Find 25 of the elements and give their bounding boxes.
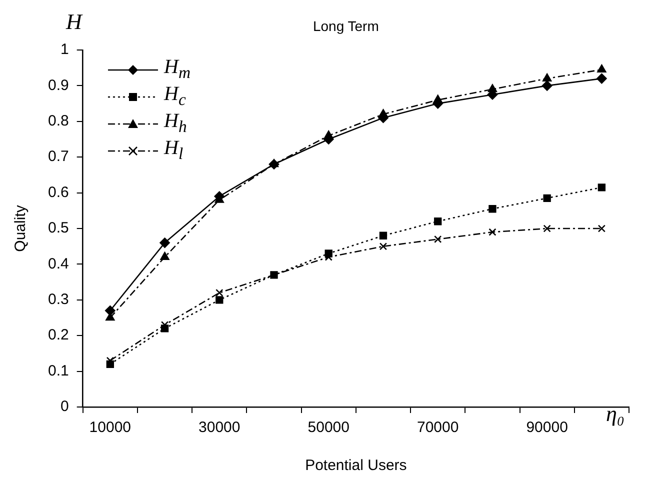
- x-axis-title: Potential Users: [305, 457, 407, 474]
- y-axis-title: Quality: [12, 204, 30, 252]
- text: H: [66, 9, 82, 34]
- y-tick-label: 0.2: [48, 326, 69, 344]
- y-tick-label: 0.9: [48, 76, 69, 94]
- annotation: η₀: [606, 401, 625, 426]
- legend-label: H$_{h}$: [164, 110, 187, 137]
- y-tick-label: 0.1: [48, 362, 69, 380]
- y-tick-label: 0.3: [48, 291, 69, 308]
- x-tick-label: 70000: [416, 419, 459, 436]
- legend-label: H$_{l}$: [164, 137, 184, 164]
- chart-title: Long Term: [312, 18, 379, 34]
- y-tick-label: 0.4: [48, 255, 69, 272]
- y-tick-label: 0.5: [48, 220, 69, 237]
- x-tick-label: 10000: [89, 419, 132, 436]
- y-tick-label: 0.7: [48, 148, 69, 166]
- x-tick-label: 90000: [526, 419, 568, 436]
- y-tick-label: 0.8: [48, 112, 69, 130]
- legend-label: H$_{m}$: [164, 56, 190, 83]
- y-tick-label: 0: [60, 398, 69, 416]
- legend-label: H$_{c}$: [164, 83, 186, 110]
- x-tick-label: 50000: [308, 419, 350, 436]
- y-tick-label: 1: [60, 41, 69, 58]
- x-tick-label: 30000: [198, 419, 240, 436]
- y-tick-label: 0.6: [48, 184, 69, 201]
